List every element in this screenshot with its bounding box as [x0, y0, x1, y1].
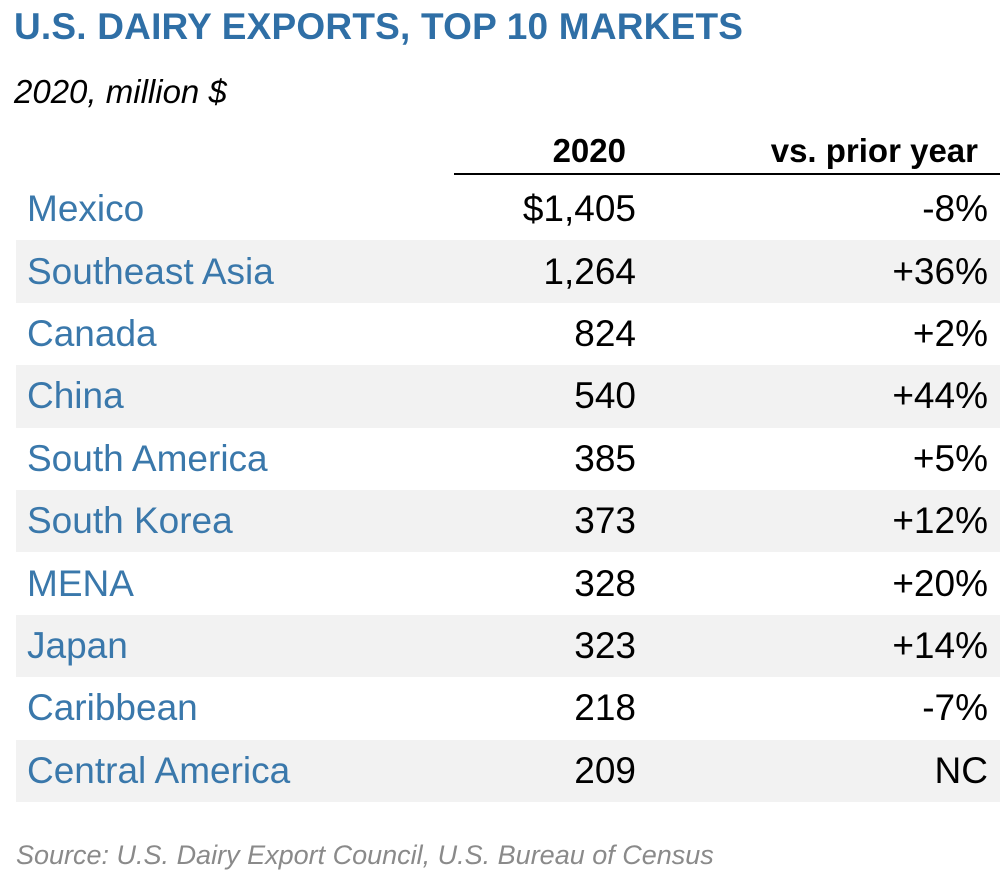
value-2020: 373	[574, 500, 636, 542]
table-row: Caribbean 218 -7%	[16, 677, 1000, 739]
table-row: Japan 323 +14%	[16, 614, 1000, 678]
chart-title: U.S. DAIRY EXPORTS, TOP 10 MARKETS	[14, 6, 744, 47]
value-2020: 1,264	[543, 250, 636, 292]
change-vs-prior-year: +5%	[912, 437, 988, 479]
value-2020: 540	[574, 375, 636, 417]
change-vs-prior-year: -8%	[922, 188, 988, 230]
table-row: South America 385 +5%	[16, 428, 1000, 490]
market-label: South Korea	[27, 500, 233, 542]
market-label: Central America	[27, 749, 291, 791]
change-vs-prior-year: +20%	[892, 562, 988, 604]
table-row: MENA 328 +20%	[16, 552, 1000, 614]
change-vs-prior-year: +14%	[892, 624, 988, 666]
source-note: Source: U.S. Dairy Export Council, U.S. …	[16, 840, 714, 870]
value-2020: 209	[574, 749, 636, 791]
market-label: China	[27, 375, 124, 417]
market-label: South America	[27, 437, 268, 479]
table-row: China 540 +44%	[16, 365, 1000, 428]
change-vs-prior-year: +2%	[912, 312, 988, 354]
value-2020: 328	[574, 562, 636, 604]
table-row: Canada 824 +2%	[16, 303, 1000, 365]
market-label: Mexico	[27, 188, 145, 230]
change-vs-prior-year: +12%	[892, 500, 988, 542]
change-vs-prior-year: -7%	[922, 687, 988, 729]
market-label: Southeast Asia	[27, 250, 274, 292]
table-row: Central America 209 NC	[16, 739, 1000, 802]
column-header-2020: 2020	[552, 132, 626, 169]
markets-table: Mexico $1,405 -8% Southeast Asia 1,264 +36% Ca…	[16, 178, 1000, 802]
table-row: Mexico $1,405 -8%	[16, 178, 1000, 240]
value-2020: 218	[574, 687, 636, 729]
value-2020: $1,405	[522, 188, 636, 230]
header-rule	[454, 173, 1000, 175]
market-label: Canada	[27, 312, 157, 354]
column-header-vs-prior-year: vs. prior year	[770, 132, 978, 169]
table-row: South Korea 373 +12%	[16, 489, 1000, 553]
market-label: Japan	[27, 624, 128, 666]
change-vs-prior-year: +44%	[892, 375, 988, 417]
table-row: Southeast Asia 1,264 +36%	[16, 240, 1000, 303]
value-2020: 385	[574, 437, 636, 479]
value-2020: 824	[574, 312, 636, 354]
market-label: Caribbean	[27, 687, 198, 729]
value-2020: 323	[574, 624, 636, 666]
change-vs-prior-year: NC	[934, 749, 988, 791]
market-label: MENA	[27, 562, 134, 604]
change-vs-prior-year: +36%	[892, 250, 988, 292]
chart-subtitle: 2020, million $	[14, 73, 227, 110]
